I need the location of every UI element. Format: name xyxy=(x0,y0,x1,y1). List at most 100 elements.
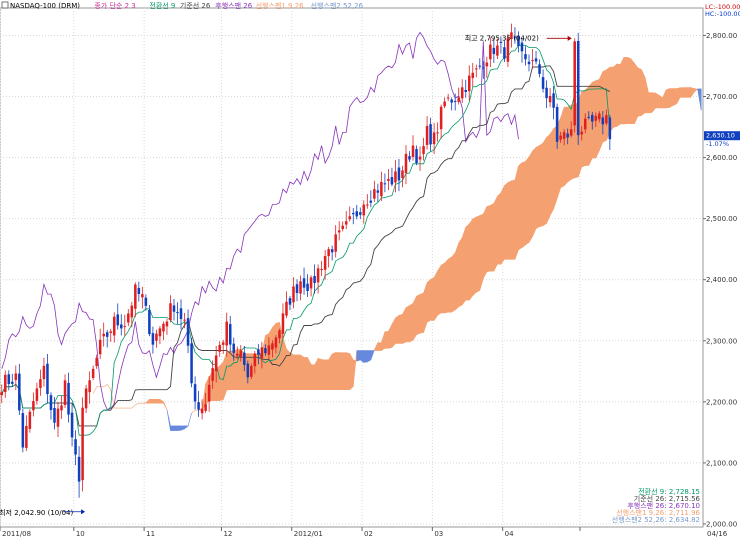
candle-body xyxy=(479,66,482,67)
candle-body xyxy=(116,314,119,325)
candle-body xyxy=(461,87,464,98)
candle-body xyxy=(334,234,337,251)
cloud-segment-up xyxy=(448,257,452,312)
cloud-segment-up xyxy=(156,399,160,403)
candle-body xyxy=(74,439,77,454)
candle-body xyxy=(538,64,541,74)
cloud-segment-up xyxy=(641,70,645,116)
cloud-segment-up xyxy=(339,353,343,390)
cloud-segment-up xyxy=(547,134,551,223)
candle-body xyxy=(331,249,334,252)
candle-body xyxy=(595,116,598,121)
cloud-segment-up xyxy=(402,308,406,344)
cloud-segment-up xyxy=(466,224,470,300)
low-annotation: 최저 2,042.90 (10/04) xyxy=(0,508,73,517)
cloud-segment-up xyxy=(227,351,231,390)
candle-body xyxy=(275,338,278,348)
candle-body xyxy=(310,277,313,288)
candle-body xyxy=(486,62,489,66)
candle-body xyxy=(57,409,60,427)
candle-body xyxy=(380,182,383,196)
candle-body xyxy=(201,409,204,414)
candle-body xyxy=(64,380,67,405)
cloud-segment-up xyxy=(311,365,315,390)
candle-body xyxy=(271,343,274,349)
candle-body xyxy=(598,114,601,120)
candle-body xyxy=(580,132,583,135)
candle-body xyxy=(324,256,327,270)
candle-body xyxy=(327,249,330,256)
title-part: NASDAQ-100 (DRM) xyxy=(10,2,80,10)
cloud-segment-up xyxy=(417,294,421,334)
high-annotation: 최고 2,795.35 (04/02) xyxy=(465,33,539,42)
y-tick-label: 2,800.00 xyxy=(706,32,737,40)
cloud-segment-up xyxy=(624,57,628,124)
cloud-segment-up xyxy=(649,93,653,113)
cloud-segment-up xyxy=(149,399,153,403)
candle-body xyxy=(162,324,165,332)
candle-body xyxy=(225,322,228,346)
cloud-segment-up xyxy=(543,137,547,225)
candle-body xyxy=(387,179,390,181)
candle-body xyxy=(528,62,531,65)
candle-body xyxy=(190,343,193,383)
cloud-segment-up xyxy=(318,358,322,389)
cloud-segment-up xyxy=(413,296,417,340)
candle-body xyxy=(570,129,573,135)
cloud-segment-up xyxy=(325,360,329,390)
candle-body xyxy=(229,324,232,344)
title-part: 선행스팬1 9,26 xyxy=(256,1,305,10)
candle-body xyxy=(18,374,21,411)
candle-body xyxy=(363,205,366,216)
y-tick-label: 2,000.00 xyxy=(706,520,737,528)
candle-body xyxy=(356,211,359,216)
candle-body xyxy=(320,269,323,270)
candle-body xyxy=(549,96,552,102)
cloud-segment-up xyxy=(332,352,336,389)
title-checkbox[interactable] xyxy=(2,2,8,8)
x-tick-label: 10 xyxy=(76,530,85,538)
cloud-segment-up xyxy=(490,203,494,271)
candle-body xyxy=(521,43,524,52)
candle-body xyxy=(587,117,590,118)
cloud-segment-up xyxy=(540,143,544,227)
cloud-segment-up xyxy=(659,95,663,108)
candle-body xyxy=(472,73,475,78)
candle-body xyxy=(412,146,415,157)
candle-body xyxy=(542,77,545,89)
candle-body xyxy=(106,332,109,337)
y-tick-label: 2,400.00 xyxy=(706,276,737,284)
candle-body xyxy=(475,68,478,69)
cloud-segment-up xyxy=(589,82,593,165)
candle-body xyxy=(159,328,162,336)
y-tick-label: 2,500.00 xyxy=(706,215,737,223)
cloud-segment-up xyxy=(522,161,526,247)
candle-body xyxy=(377,190,380,192)
candle-body xyxy=(496,45,499,55)
candle-body xyxy=(419,157,422,160)
cloud-segment-up xyxy=(378,343,382,351)
candle-body xyxy=(264,348,267,353)
cloud-segment-up xyxy=(494,196,498,271)
candle-body xyxy=(464,90,467,92)
cloud-segment-up xyxy=(476,216,480,293)
title-part: 선행스팬2 52,26 xyxy=(311,1,364,10)
cloud-segment-up xyxy=(455,243,459,310)
candle-body xyxy=(289,298,292,305)
candle-body xyxy=(391,177,394,184)
candle-body xyxy=(345,221,348,224)
candle-body xyxy=(563,132,566,139)
cloud-segment-up xyxy=(603,70,607,142)
candle-body xyxy=(577,41,580,135)
candle-body xyxy=(443,102,446,107)
candle-body xyxy=(155,334,158,341)
cloud-segment-up xyxy=(480,214,484,290)
candle-body xyxy=(95,358,98,366)
candle-body xyxy=(176,312,179,313)
candle-body xyxy=(584,119,587,130)
cloud-segment-up xyxy=(536,146,540,229)
candle-body xyxy=(232,344,235,353)
candle-body xyxy=(317,268,320,282)
